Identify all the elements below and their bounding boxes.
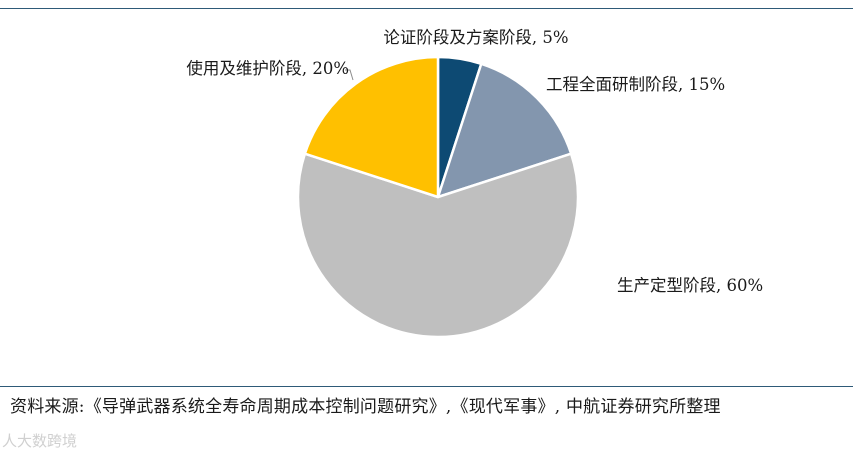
leader-lines xyxy=(345,69,354,81)
label-maintenance: 使用及维护阶段, 20% xyxy=(186,59,349,78)
watermark: 人大数跨境 xyxy=(2,432,78,450)
slice-maintenance xyxy=(303,55,440,199)
label-argumentation: 论证阶段及方案阶段, 5% xyxy=(383,28,568,47)
leader-line-maintenance xyxy=(345,69,354,81)
bottom-rule xyxy=(0,386,853,387)
pie-slices xyxy=(296,55,580,339)
top-rule xyxy=(0,8,853,9)
slice-labels: 论证阶段及方案阶段, 5% 工程全面研制阶段, 15% 生产定型阶段, 60% 使用及… xyxy=(186,28,763,295)
label-engineering: 工程全面研制阶段, 15% xyxy=(546,75,725,94)
pie-chart: 论证阶段及方案阶段, 5% 工程全面研制阶段, 15% 生产定型阶段, 60% 使用及… xyxy=(186,28,763,339)
source-note: 资料来源:《导弹武器系统全寿命周期成本控制问题研究》,《现代军事》, 中航证券研… xyxy=(10,397,721,417)
label-production: 生产定型阶段, 60% xyxy=(617,276,763,295)
slice-production xyxy=(296,152,580,339)
